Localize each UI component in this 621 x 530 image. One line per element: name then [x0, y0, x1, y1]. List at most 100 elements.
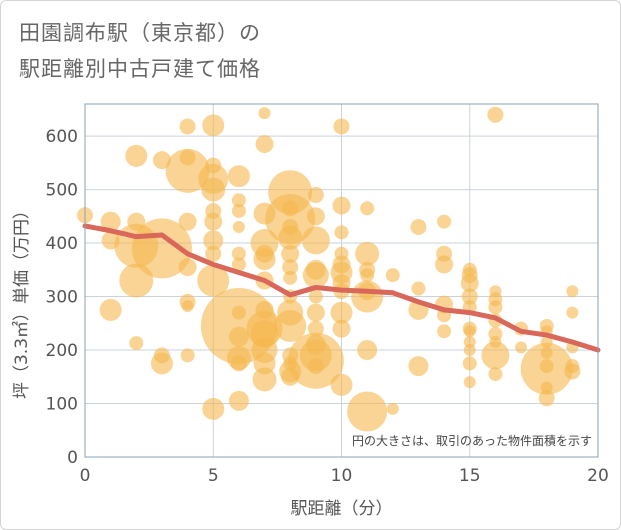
- bubble-point: [230, 355, 247, 372]
- bubble-point: [180, 348, 195, 363]
- x-tick-label: 15: [459, 466, 481, 486]
- bubble-point: [131, 218, 192, 279]
- bubble-point: [99, 298, 122, 321]
- bubble-point: [278, 225, 303, 250]
- bubble-point: [205, 245, 222, 262]
- bubble-point: [410, 219, 427, 236]
- bubble-point: [203, 230, 224, 251]
- bubble-point: [351, 280, 384, 313]
- y-tick-labels: 0 100 200 300 400 500 600: [46, 127, 78, 468]
- bubble-point: [538, 390, 555, 407]
- bubble-point: [408, 356, 429, 377]
- bubble-point: [181, 300, 194, 313]
- bubble-point: [386, 402, 399, 415]
- bubble-point: [178, 212, 197, 231]
- bubble-point: [258, 107, 271, 120]
- bubble-point: [150, 352, 173, 375]
- y-axis-label: 坪（3.3㎡）単価（万円）: [12, 202, 32, 399]
- x-tick-label: 10: [331, 466, 353, 486]
- bubble-point: [566, 285, 579, 298]
- bubble-point: [520, 342, 573, 395]
- bubble-point: [274, 309, 307, 342]
- bubble-point: [204, 212, 223, 231]
- bubble-point: [360, 268, 375, 283]
- bubble-point: [227, 165, 250, 188]
- bubble-point: [463, 376, 476, 389]
- bubble-point: [152, 151, 171, 170]
- bubble-point: [202, 397, 225, 420]
- bubble-point: [481, 341, 510, 370]
- y-tick-label: 100: [46, 395, 78, 415]
- y-tick-label: 500: [46, 181, 78, 201]
- bubble-point: [487, 106, 504, 123]
- bubble-point: [461, 288, 478, 305]
- bubble-point: [540, 381, 553, 394]
- bubble-point: [265, 193, 316, 244]
- bubble-point: [347, 391, 388, 432]
- bubble-point: [437, 324, 452, 339]
- bubble-point: [306, 207, 325, 226]
- y-tick-label: 200: [46, 341, 78, 361]
- bubble-point: [232, 221, 245, 234]
- bubble-point: [252, 367, 277, 392]
- x-tick-labels: 0 5 10 15 20: [80, 466, 609, 486]
- x-tick-label: 20: [587, 466, 609, 486]
- bubble-point: [330, 373, 353, 396]
- bubble-point: [357, 340, 378, 361]
- bubble-point: [411, 281, 426, 296]
- bubble-point: [255, 135, 274, 154]
- bubble-point: [306, 303, 325, 322]
- bubble-point: [231, 203, 246, 218]
- x-tick-label: 5: [208, 466, 219, 486]
- y-tick-label: 0: [67, 448, 78, 468]
- bubble-point: [125, 144, 148, 167]
- y-tick-label: 300: [46, 288, 78, 308]
- bubble-point: [385, 268, 400, 283]
- bubble-point: [307, 358, 324, 375]
- bubble-point: [488, 300, 503, 315]
- y-tick-label: 400: [46, 234, 78, 254]
- bubble-point: [462, 356, 477, 371]
- bubble-point: [460, 274, 479, 293]
- bubble-point: [332, 196, 351, 215]
- bubble-point: [435, 255, 454, 274]
- bubble-point: [178, 258, 197, 277]
- bubble-point: [333, 118, 350, 135]
- bubble-point: [334, 225, 349, 240]
- chart-title-line-1: 田園調布駅（東京都）の: [19, 21, 261, 45]
- plot-border: [84, 103, 599, 458]
- bubble-point: [307, 320, 324, 337]
- bubble-point: [202, 114, 225, 137]
- x-tick-label: 0: [80, 466, 91, 486]
- bubble-point: [564, 363, 581, 380]
- bubble-point: [281, 244, 300, 263]
- bubble-point: [355, 241, 380, 266]
- bubble-point: [332, 319, 351, 338]
- bubble-point: [330, 301, 353, 324]
- bubble-point: [515, 341, 528, 354]
- y-tick-label: 600: [46, 127, 78, 147]
- bubble-point: [231, 257, 246, 272]
- bubble-point: [253, 248, 276, 271]
- x-axis-label: 駅距離（分）: [291, 499, 393, 519]
- bubble-point: [437, 214, 452, 229]
- bubble-point: [231, 246, 246, 261]
- bubble-point: [308, 289, 323, 304]
- bubble-point: [100, 211, 121, 232]
- bubble-point: [228, 390, 249, 411]
- bubble-point: [231, 193, 246, 208]
- bubble-point: [360, 201, 375, 216]
- bubble-point: [301, 226, 330, 255]
- bubble-point: [228, 326, 249, 347]
- bubble-point: [566, 306, 579, 319]
- bubble-point: [129, 336, 144, 351]
- bubble-point: [283, 270, 298, 285]
- size-note: 円の大きさは、取引のあった物件面積を示す: [352, 433, 592, 448]
- bubble-point: [463, 344, 476, 357]
- bubble-point: [179, 118, 196, 135]
- bubble-point: [488, 367, 503, 382]
- chart-title-line-2: 駅距離別中古戸建て価格: [19, 57, 261, 81]
- bubble-point: [307, 186, 324, 203]
